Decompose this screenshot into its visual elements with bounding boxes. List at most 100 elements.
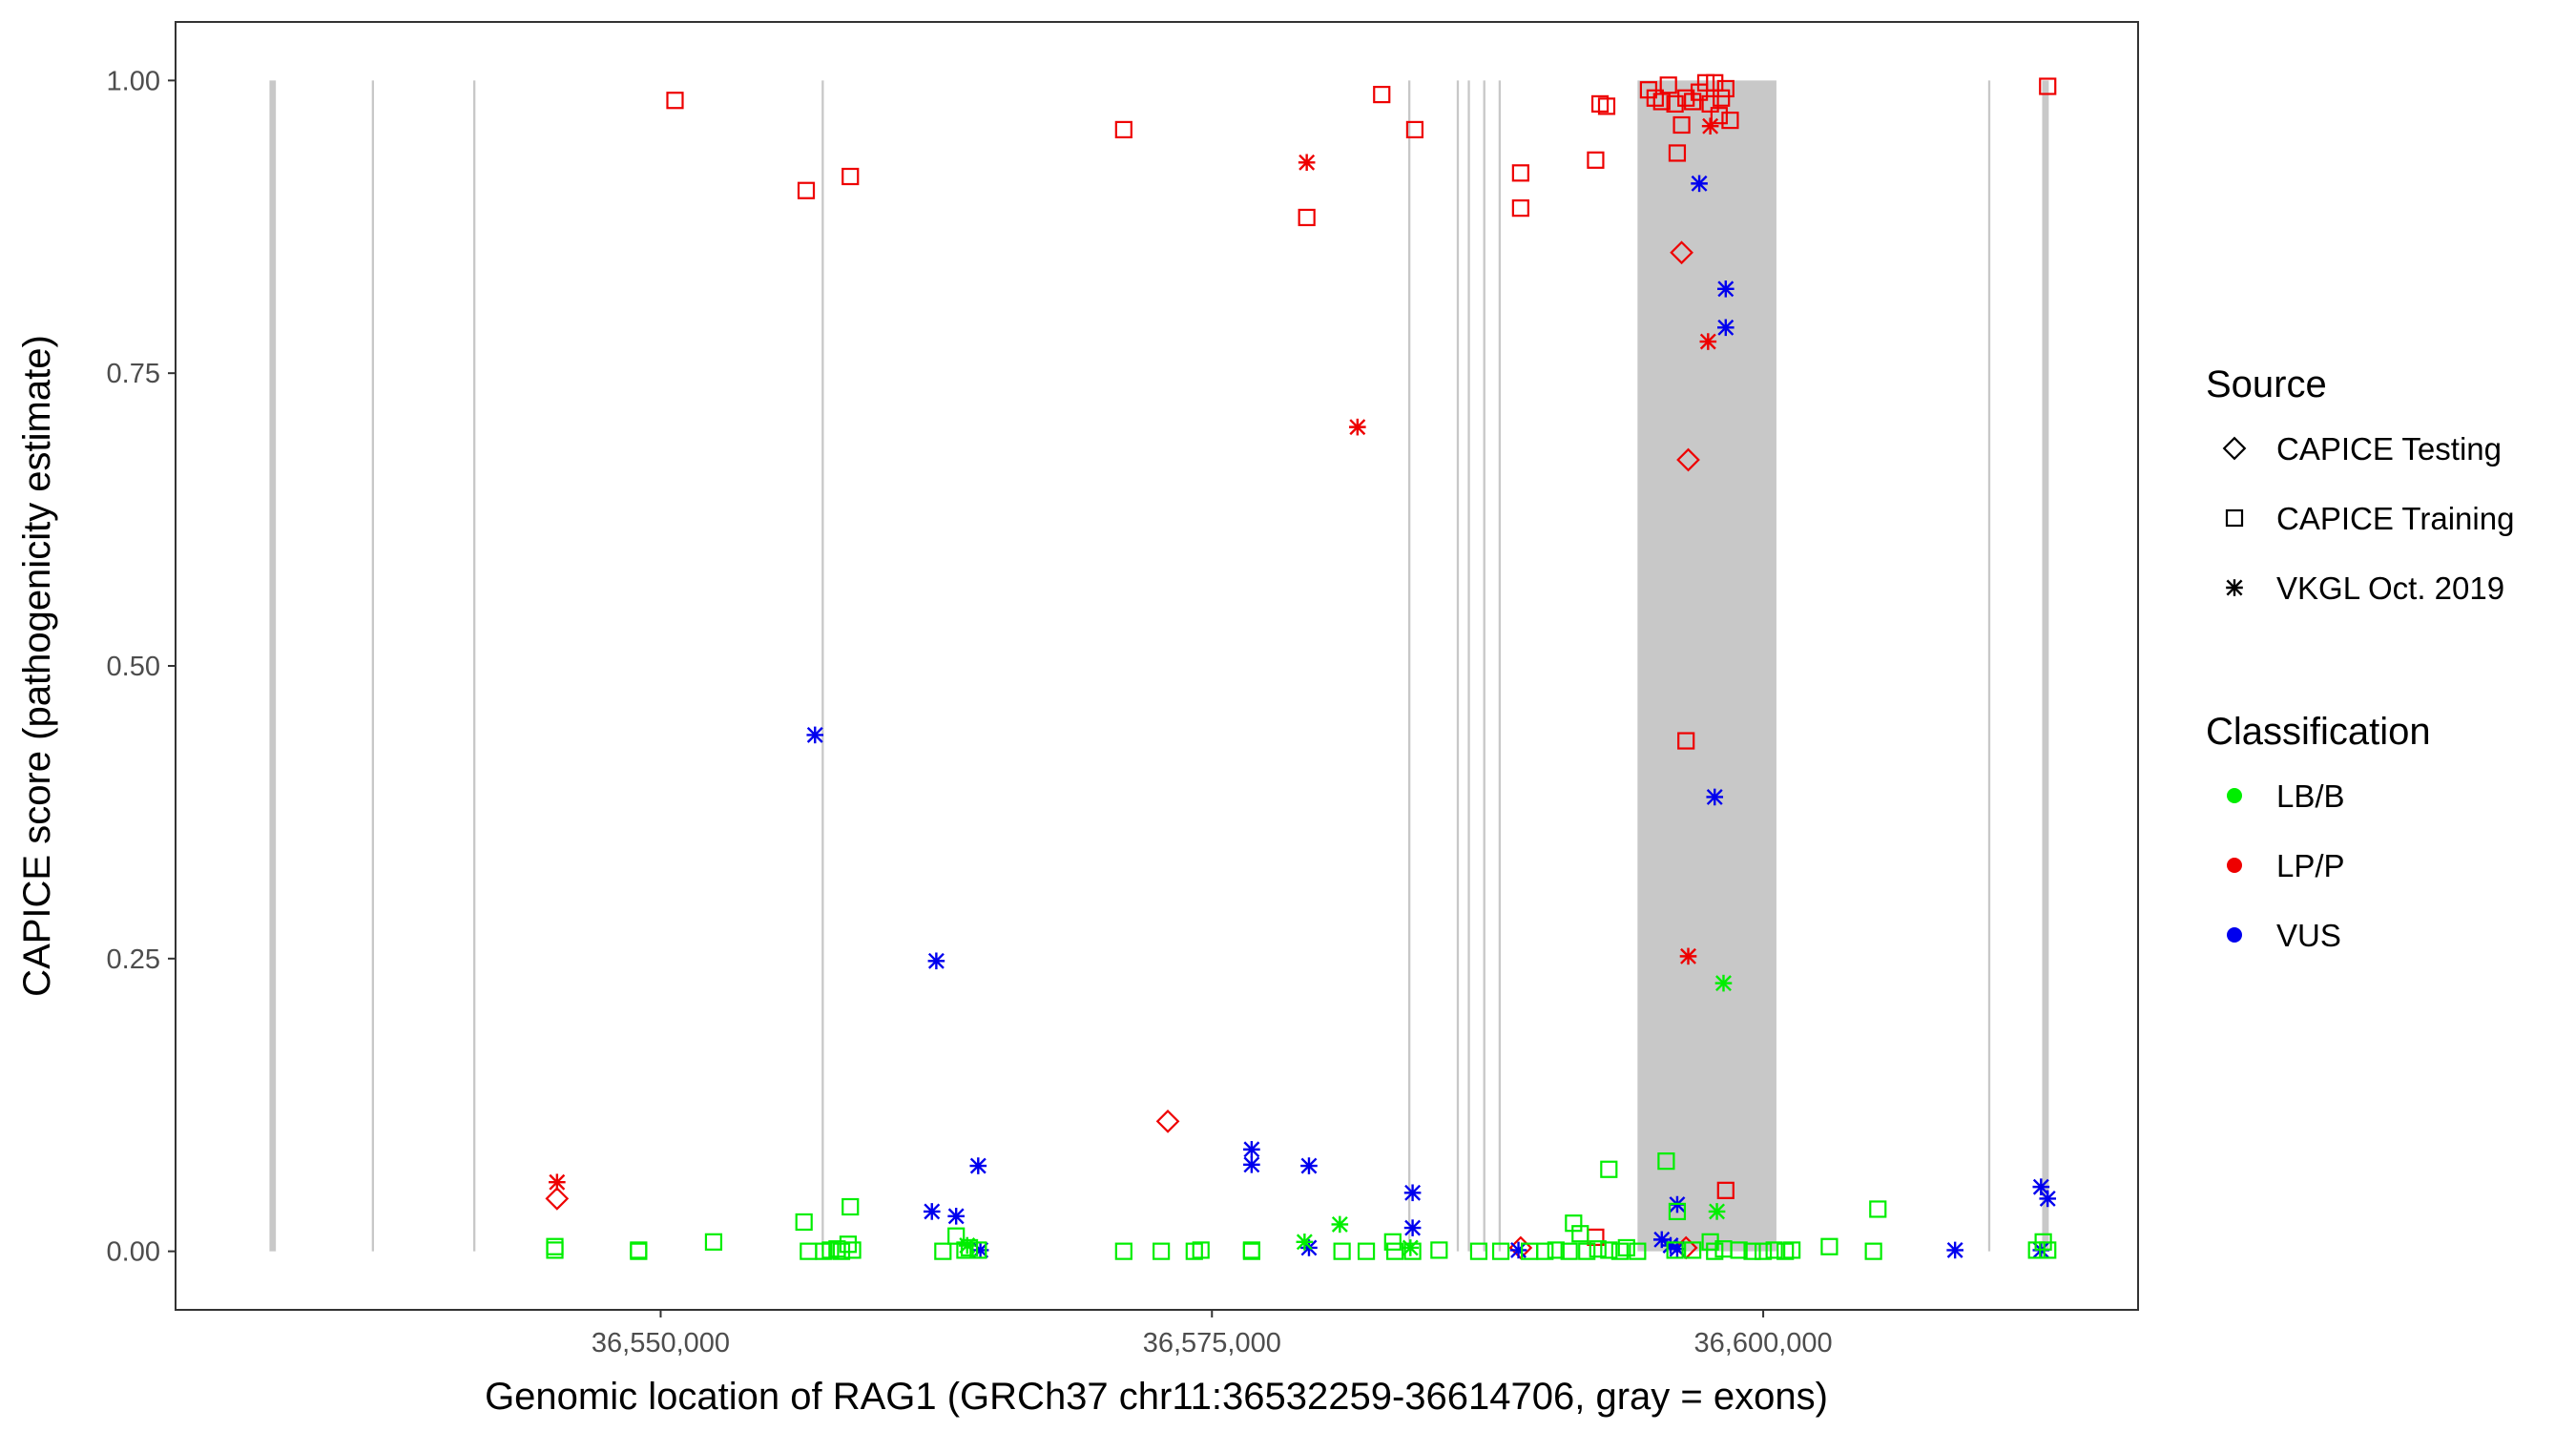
exon-band <box>371 80 375 1252</box>
data-point <box>1403 1184 1422 1202</box>
data-point <box>960 1238 979 1257</box>
data-point <box>806 726 824 744</box>
legend-classification-label: VUS <box>2276 918 2341 953</box>
data-point <box>1684 1241 1702 1259</box>
legend-dot-icon <box>2227 858 2242 873</box>
data-point <box>2039 1241 2057 1259</box>
data-point <box>1677 732 1695 750</box>
y-axis: 0.00 0.25 0.50 0.75 1.00 <box>107 66 176 1268</box>
data-point <box>1300 1157 1318 1174</box>
data-point <box>1721 111 1739 130</box>
data-point <box>2039 1190 2057 1208</box>
exon-band <box>1467 80 1470 1252</box>
data-point <box>843 1241 862 1259</box>
data-point <box>1668 144 1687 162</box>
legend-classification-label: LB/B <box>2276 778 2345 814</box>
data-point <box>704 1233 723 1251</box>
data-point <box>1708 1203 1726 1220</box>
data-point <box>1676 447 1700 472</box>
data-point <box>1405 120 1424 139</box>
data-point <box>1716 1181 1735 1199</box>
legend-asterisk-icon <box>2226 579 2243 596</box>
data-point <box>1765 1241 1783 1259</box>
data-point <box>1587 151 1605 169</box>
data-point <box>1565 1214 1583 1233</box>
data-point <box>797 181 816 199</box>
data-point <box>1560 1242 1578 1260</box>
data-point <box>1701 94 1719 114</box>
data-point <box>1403 1219 1422 1236</box>
data-point <box>2039 77 2057 95</box>
data-point <box>1706 788 1724 806</box>
data-point <box>923 1203 941 1220</box>
exon-band <box>1407 80 1411 1252</box>
legend-source-label: VKGL Oct. 2019 <box>2276 570 2504 606</box>
legend-source-entries: CAPICE Testing CAPICE Training VKGL Oct. 2… <box>2222 431 2514 606</box>
data-point <box>1296 1234 1314 1251</box>
data-point <box>1597 97 1616 115</box>
exon-band <box>1483 80 1485 1252</box>
exon-band <box>2042 80 2049 1252</box>
data-point <box>1666 1241 1684 1259</box>
data-point <box>546 1241 564 1259</box>
exon-band <box>1637 80 1776 1252</box>
data-point <box>841 167 860 186</box>
data-point <box>1192 1241 1210 1259</box>
data-point <box>1659 76 1677 94</box>
data-point <box>1946 1241 1963 1259</box>
legend-square-icon <box>2225 508 2244 528</box>
legend-classification-label: LP/P <box>2276 848 2345 883</box>
data-point <box>947 1208 965 1225</box>
x-tick-label: 36,550,000 <box>592 1328 730 1358</box>
data-point <box>1331 1215 1349 1234</box>
data-point <box>1716 319 1735 337</box>
y-tick-label: 1.00 <box>107 66 160 96</box>
data-point <box>1670 240 1693 265</box>
exon-bands <box>269 80 2049 1252</box>
data-point <box>1754 1242 1773 1260</box>
data-point <box>1114 120 1132 139</box>
data-point <box>1357 1242 1376 1260</box>
data-point <box>1699 333 1717 350</box>
data-point <box>1629 1242 1647 1260</box>
legend-diamond-icon <box>2222 436 2247 461</box>
legend-classification-entries: LB/B LP/P VUS <box>2227 778 2345 953</box>
data-point <box>1672 115 1691 135</box>
exon-band <box>821 80 824 1252</box>
data-point <box>1743 1242 1761 1260</box>
data-point <box>1578 1242 1596 1260</box>
data-point <box>549 1173 566 1192</box>
data-point <box>1730 1241 1748 1259</box>
data-point <box>1691 175 1708 193</box>
legend-source-title: Source <box>2206 363 2327 405</box>
y-tick-label: 0.00 <box>107 1237 160 1268</box>
exon-band <box>269 80 277 1252</box>
data-point <box>545 1187 570 1211</box>
exon-band <box>1498 80 1502 1252</box>
data-point <box>969 1157 987 1174</box>
data-point <box>1536 1242 1554 1260</box>
legend: Source CAPICE Testing CAPICE Training VKGL… <box>2206 363 2514 953</box>
data-point <box>795 1213 813 1232</box>
data-point <box>1657 1152 1675 1171</box>
data-point <box>1333 1242 1351 1260</box>
x-axis: 36,550,000 36,575,000 36,600,000 <box>592 1310 1833 1358</box>
data-point <box>1820 1237 1839 1255</box>
data-point <box>1869 1200 1887 1218</box>
data-point <box>839 1235 858 1254</box>
data-point <box>1469 1242 1488 1260</box>
data-point <box>1783 1241 1801 1259</box>
data-point <box>969 1241 987 1259</box>
data-point <box>1155 1110 1180 1133</box>
plot-background <box>176 22 2138 1310</box>
data-point <box>1864 1242 1882 1260</box>
data-point <box>1716 79 1735 98</box>
exon-band <box>473 80 476 1252</box>
x-tick-label: 36,600,000 <box>1694 1328 1833 1358</box>
data-point <box>666 92 684 110</box>
data-point <box>1600 1160 1618 1178</box>
data-point <box>956 1241 974 1259</box>
data-point <box>1509 1241 1527 1259</box>
data-point <box>2032 1178 2050 1195</box>
data-point <box>1349 418 1366 436</box>
